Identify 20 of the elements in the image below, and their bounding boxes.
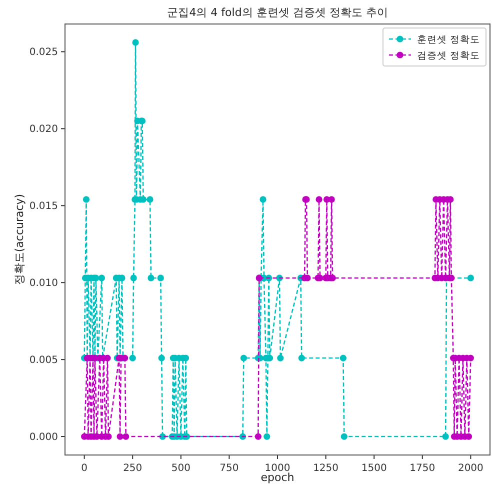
x-tick-label: 500: [171, 463, 190, 474]
y-tick-label: 0.005: [29, 355, 58, 366]
y-tick-label: 0.025: [29, 47, 58, 58]
chart-title: 군집4의 4 fold의 훈련셋 검증셋 정확도 추이: [167, 6, 388, 19]
x-tick-label: 250: [123, 463, 142, 474]
y-tick-label: 0.000: [29, 432, 58, 444]
x-tick-label: 1500: [361, 463, 387, 474]
x-axis-title: epoch: [260, 471, 294, 484]
y-tick-label: 0.015: [29, 201, 58, 212]
y-tick-label: 0.010: [29, 278, 58, 290]
x-tick-label: 1250: [313, 463, 339, 474]
x-tick-label: 0: [81, 463, 88, 474]
x-tick-label: 1000: [264, 463, 290, 474]
x-tick-label: 750: [220, 463, 239, 474]
x-tick-label: 1750: [410, 463, 436, 474]
x-tick-label: 2000: [458, 463, 484, 474]
legend-label: 검증셋 정확도: [416, 50, 480, 62]
legend-label: 훈련셋 정확도: [416, 34, 480, 46]
y-axis-title: 정확도(accuracy): [13, 194, 26, 286]
y-tick-label: 0.020: [29, 124, 58, 136]
